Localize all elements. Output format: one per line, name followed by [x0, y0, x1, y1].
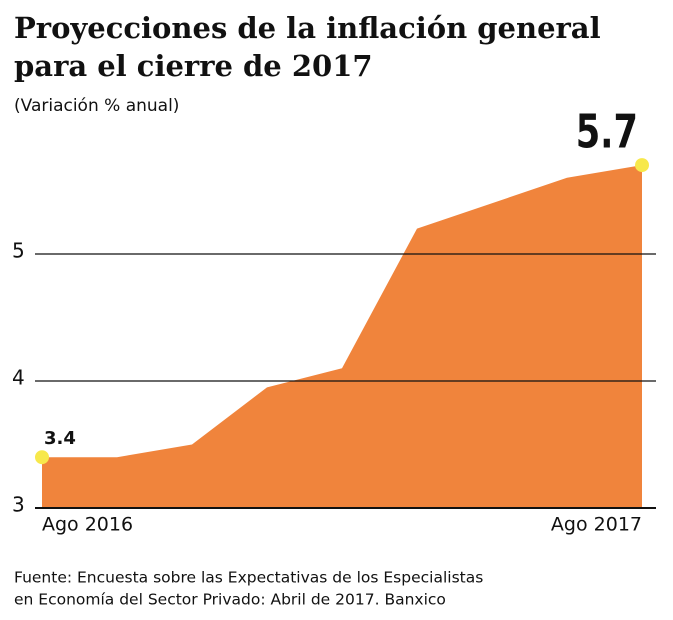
y-tick-label: 3: [12, 493, 25, 517]
chart-title: para el cierre de 2017: [14, 49, 373, 83]
chart-subtitle: (Variación % anual): [14, 96, 179, 116]
point: [35, 450, 49, 465]
point: [635, 158, 649, 173]
source: Fuente: Encuesta sobre las Expectativas …: [14, 569, 483, 587]
area: [42, 165, 642, 508]
y-tick-label: 5: [12, 239, 25, 263]
value-label: 3.4: [44, 428, 76, 449]
x-tick-label: Ago 2016: [42, 514, 133, 536]
y-tick-label: 4: [12, 366, 25, 390]
chart-title: Proyecciones de la inflación general: [14, 11, 601, 45]
value-label: 5.7: [576, 105, 638, 159]
x-tick-label: Ago 2017: [551, 514, 642, 536]
source: en Economía del Sector Privado: Abril de…: [14, 591, 446, 609]
